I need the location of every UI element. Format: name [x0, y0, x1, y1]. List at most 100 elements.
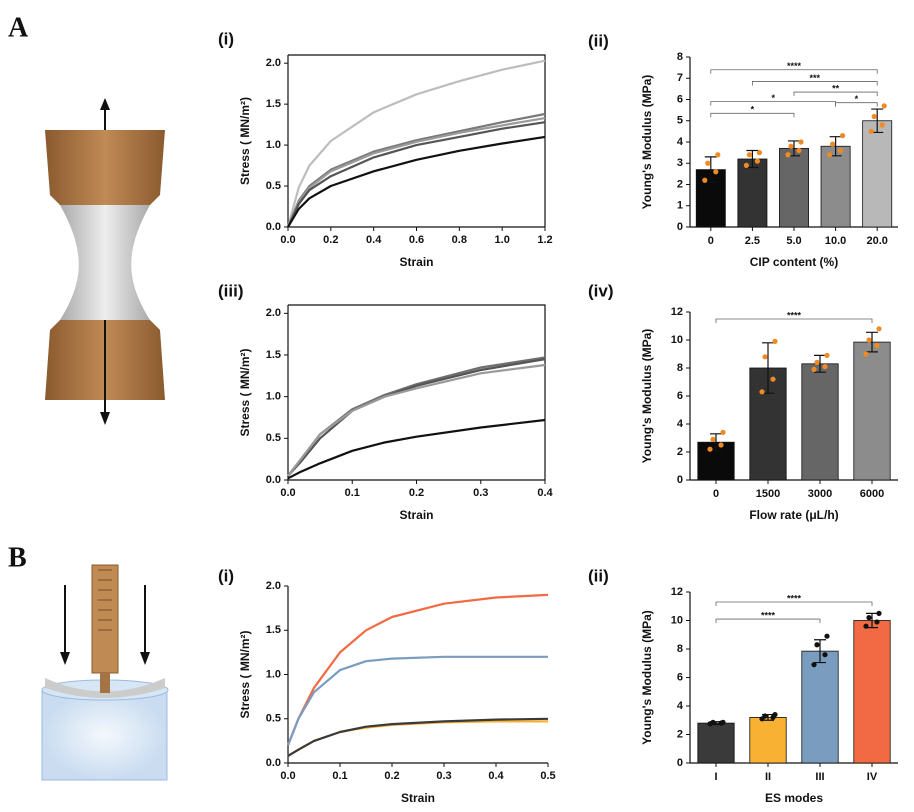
data-point	[713, 169, 718, 174]
data-point	[720, 430, 725, 435]
line-series	[288, 114, 545, 227]
y-tick-label: 0	[677, 221, 683, 233]
x-axis-label: Strain	[401, 791, 435, 805]
y-tick-label: 10	[671, 334, 683, 346]
significance-label: ****	[787, 310, 802, 320]
x-tick-label: 0.4	[488, 770, 504, 782]
chart-label: (i)	[218, 29, 234, 48]
bar	[863, 121, 892, 227]
y-tick-label: 7	[677, 72, 683, 84]
bar	[821, 146, 850, 227]
y-tick-label: 2	[677, 446, 683, 458]
x-axis-label: CIP content (%)	[750, 255, 838, 269]
x-axis-label: Flow rate (μL/h)	[749, 508, 838, 522]
x-tick-label: 1500	[756, 488, 780, 500]
data-point	[811, 367, 816, 372]
x-tick-label: 0	[713, 488, 719, 500]
y-tick-label: 2.0	[266, 57, 281, 69]
x-tick-label: 2.5	[745, 235, 760, 247]
significance-label: ****	[787, 61, 802, 71]
data-point	[759, 389, 764, 394]
y-tick-label: 6	[677, 390, 683, 402]
y-tick-label: 0.5	[266, 713, 281, 725]
y-tick-label: 1	[677, 200, 683, 212]
y-tick-label: 6	[677, 93, 683, 105]
data-point	[866, 337, 871, 342]
x-tick-label: 0.2	[409, 487, 424, 499]
y-tick-label: 1.5	[266, 98, 281, 110]
x-tick-label: 0.0	[280, 770, 295, 782]
y-tick-label: 4	[677, 418, 684, 430]
figure: A B (i)Stress ( MN/m²)Strain0.00.51.01.5…	[0, 0, 914, 807]
y-tick-label: 2	[677, 728, 683, 740]
y-axis-label: Young's Modulus (MPa)	[640, 610, 654, 745]
data-point	[715, 152, 720, 157]
chart-label: (ii)	[588, 566, 609, 585]
chart-label: (i)	[218, 566, 234, 585]
chart-label: (iv)	[588, 281, 614, 300]
data-point	[710, 437, 715, 442]
significance-label: ****	[787, 593, 802, 603]
data-point	[822, 652, 827, 657]
data-point	[710, 720, 715, 725]
bar	[854, 621, 890, 764]
y-tick-label: 1.5	[266, 349, 281, 361]
data-point	[762, 354, 767, 359]
data-point	[744, 163, 749, 168]
data-point	[785, 152, 790, 157]
y-tick-label: 0.5	[266, 432, 281, 444]
data-point	[772, 339, 777, 344]
y-axis-label: Stress ( MN/m²)	[238, 630, 252, 718]
chart-label: (ii)	[588, 31, 609, 50]
significance-label: *	[751, 105, 755, 115]
data-point	[872, 114, 877, 119]
x-tick-label: II	[765, 771, 771, 783]
data-point	[874, 619, 879, 624]
significance-label: *	[771, 93, 775, 103]
line-series	[288, 358, 545, 476]
x-tick-label: 0	[708, 235, 714, 247]
y-tick-label: 8	[677, 643, 683, 655]
y-tick-label: 1.0	[266, 668, 281, 680]
data-point	[788, 144, 793, 149]
data-point	[830, 142, 835, 147]
data-point	[882, 103, 887, 108]
data-point	[880, 122, 885, 127]
y-tick-label: 1.0	[266, 391, 281, 403]
y-tick-label: 4	[677, 700, 684, 712]
bar	[802, 364, 838, 480]
x-tick-label: 0.4	[366, 234, 382, 246]
x-tick-label: 0.6	[409, 234, 424, 246]
x-tick-label: I	[714, 771, 717, 783]
y-tick-label: 8	[677, 51, 683, 63]
significance-label: ****	[761, 610, 776, 620]
frame	[288, 305, 545, 480]
x-tick-label: 1.2	[537, 234, 552, 246]
y-tick-label: 0.0	[266, 474, 281, 486]
x-tick-label: 0.5	[540, 770, 555, 782]
x-tick-label: 1.0	[495, 234, 510, 246]
bar	[854, 342, 890, 480]
line-series	[288, 365, 545, 476]
y-tick-label: 4	[677, 136, 684, 148]
data-point	[798, 139, 803, 144]
x-axis-label: Strain	[399, 255, 433, 269]
x-axis-label: Strain	[399, 508, 433, 522]
data-point	[707, 447, 712, 452]
line-series	[288, 137, 545, 227]
x-tick-label: 3000	[808, 488, 832, 500]
data-point	[705, 161, 710, 166]
data-point	[757, 150, 762, 155]
x-tick-label: 0.2	[384, 770, 399, 782]
es-illustration	[42, 565, 168, 780]
bar	[802, 651, 838, 763]
x-tick-label: 10.0	[825, 235, 846, 247]
x-tick-label: 0.3	[436, 770, 451, 782]
x-tick-label: 5.0	[786, 235, 801, 247]
data-point	[863, 624, 868, 629]
data-point	[762, 713, 767, 718]
data-point	[876, 326, 881, 331]
y-tick-label: 0.0	[266, 757, 281, 769]
data-point	[824, 634, 829, 639]
data-point	[876, 611, 881, 616]
